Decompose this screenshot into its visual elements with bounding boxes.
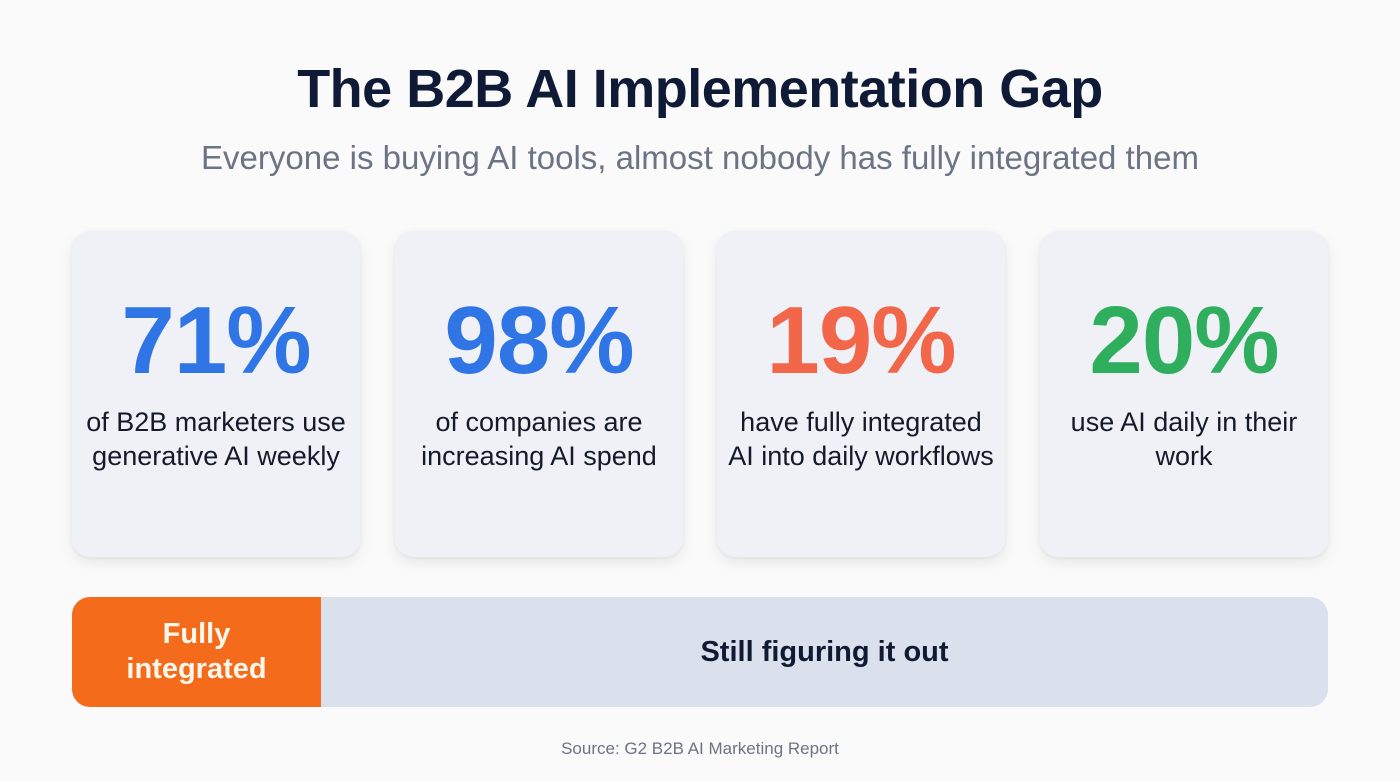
page-subtitle: Everyone is buying AI tools, almost nobo… — [201, 139, 1199, 176]
segment-label: Still figuring it out — [700, 635, 949, 668]
stat-value: 20% — [1089, 287, 1279, 394]
stat-card-daily-use: 20% use AI daily in their work — [1040, 231, 1328, 557]
stat-description: of companies are increasing AI spend — [421, 407, 657, 471]
stat-description: use AI daily in their work — [1070, 407, 1298, 471]
stat-card-increasing-spend: 98% of companies are increasing AI spend — [395, 231, 683, 557]
integration-gap-bar: Fully integrated Still figuring it out — [72, 597, 1328, 707]
stat-card-fully-integrated: 19% have fully integrated AI into daily … — [717, 231, 1005, 557]
bar-segment-still-figuring: Still figuring it out — [321, 597, 1328, 707]
page-title: The B2B AI Implementation Gap — [297, 59, 1103, 119]
stat-card-weekly-genai: 71% of B2B marketers use generative AI w… — [72, 231, 360, 557]
stat-description: have fully integrated AI into daily work… — [728, 407, 994, 471]
stat-description: of B2B marketers use generative AI weekl… — [86, 407, 346, 471]
stat-value: 98% — [444, 287, 634, 394]
bar-segment-fully-integrated: Fully integrated — [72, 597, 321, 707]
source-caption: Source: G2 B2B AI Marketing Report — [561, 739, 839, 758]
segment-label: Fully integrated — [126, 618, 267, 685]
stat-value: 19% — [766, 287, 956, 394]
stat-value: 71% — [121, 287, 311, 394]
